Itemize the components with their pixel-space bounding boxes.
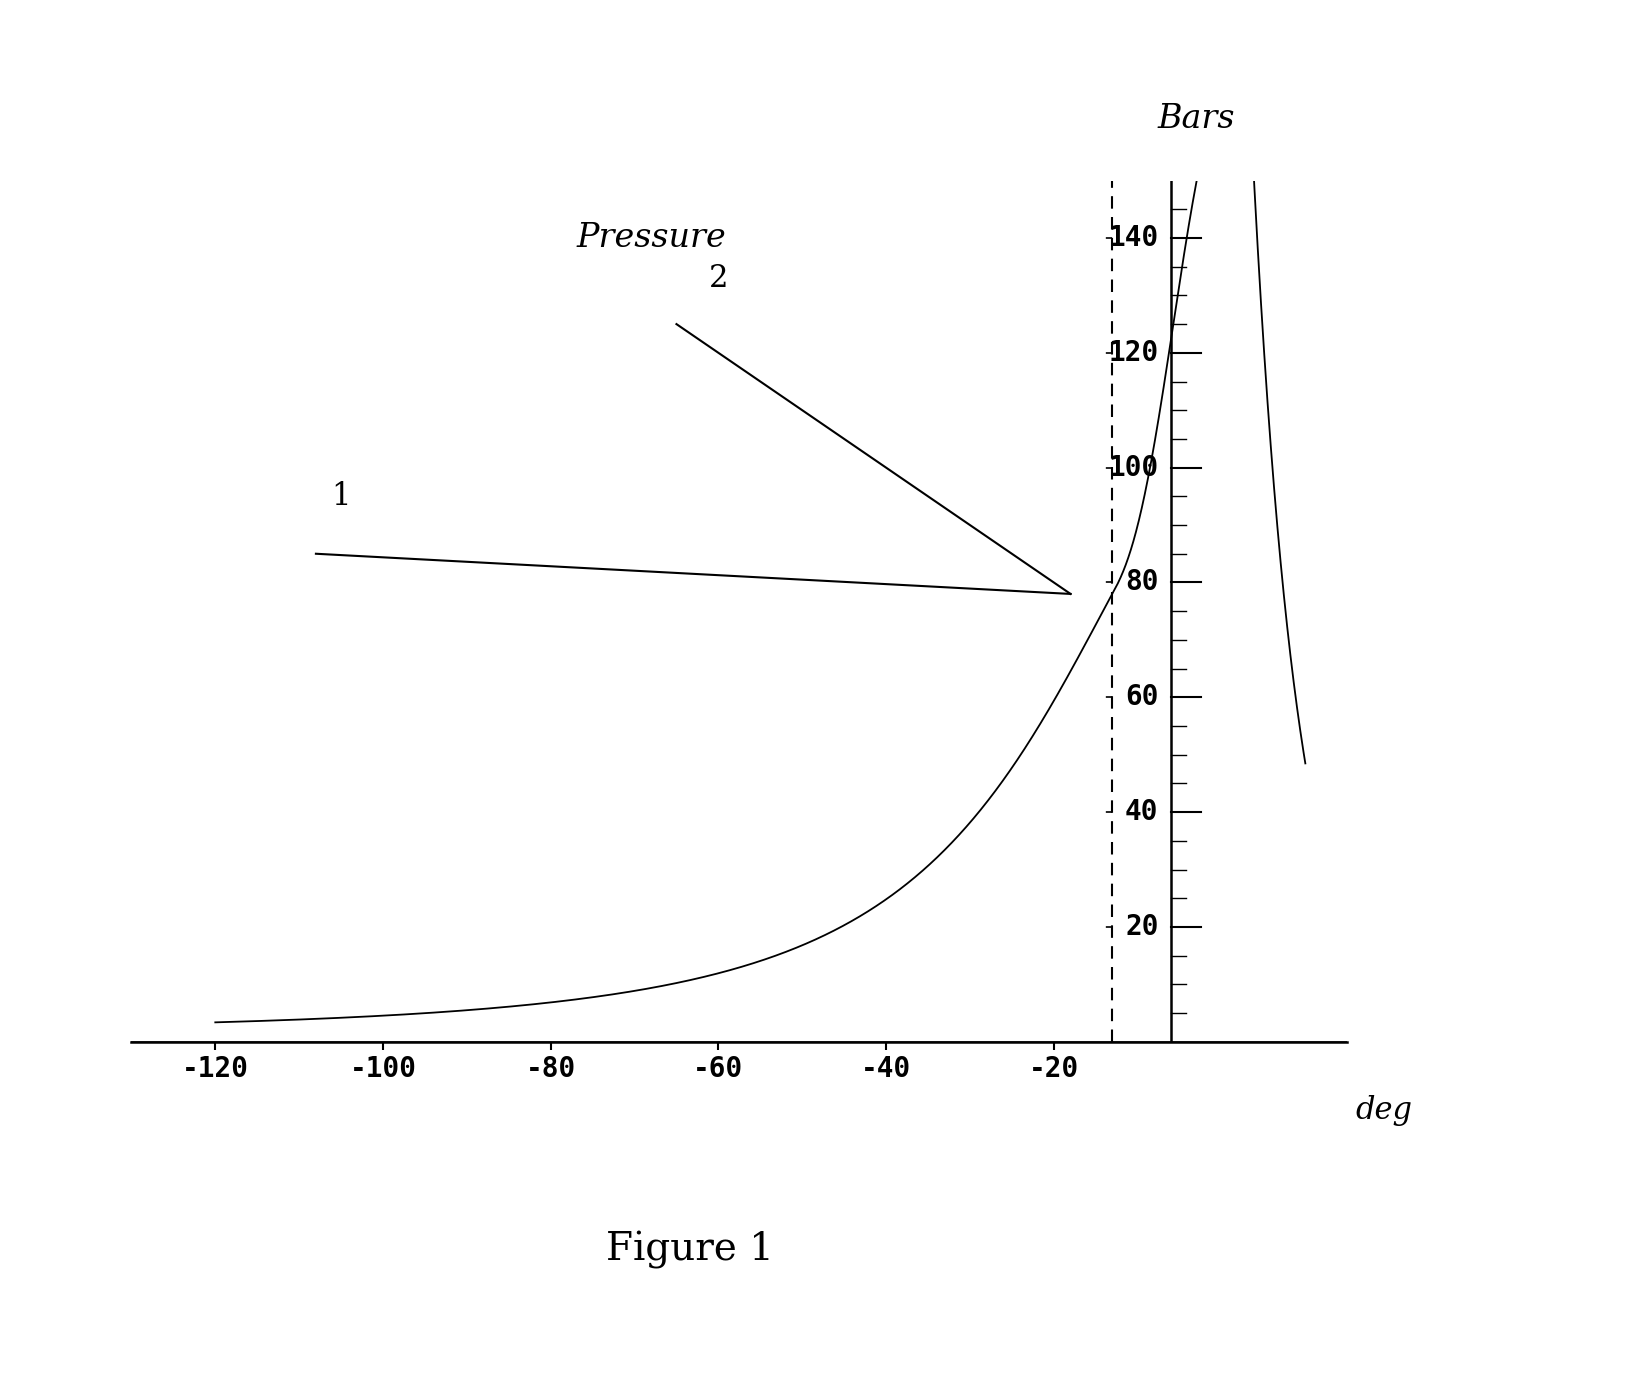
Text: Pressure: Pressure (577, 222, 726, 254)
Text: 2: 2 (708, 263, 728, 293)
Text: 20: 20 (1125, 913, 1158, 940)
Text: 100: 100 (1109, 454, 1158, 482)
Text: 1: 1 (332, 481, 352, 511)
Text: 80: 80 (1125, 568, 1158, 596)
Text: 60: 60 (1125, 683, 1158, 711)
Text: Bars: Bars (1158, 103, 1236, 135)
Text: Figure 1: Figure 1 (606, 1231, 774, 1270)
Text: 140: 140 (1109, 224, 1158, 251)
Text: 120: 120 (1109, 339, 1158, 367)
Text: deg: deg (1355, 1095, 1413, 1126)
Text: 40: 40 (1125, 799, 1158, 826)
